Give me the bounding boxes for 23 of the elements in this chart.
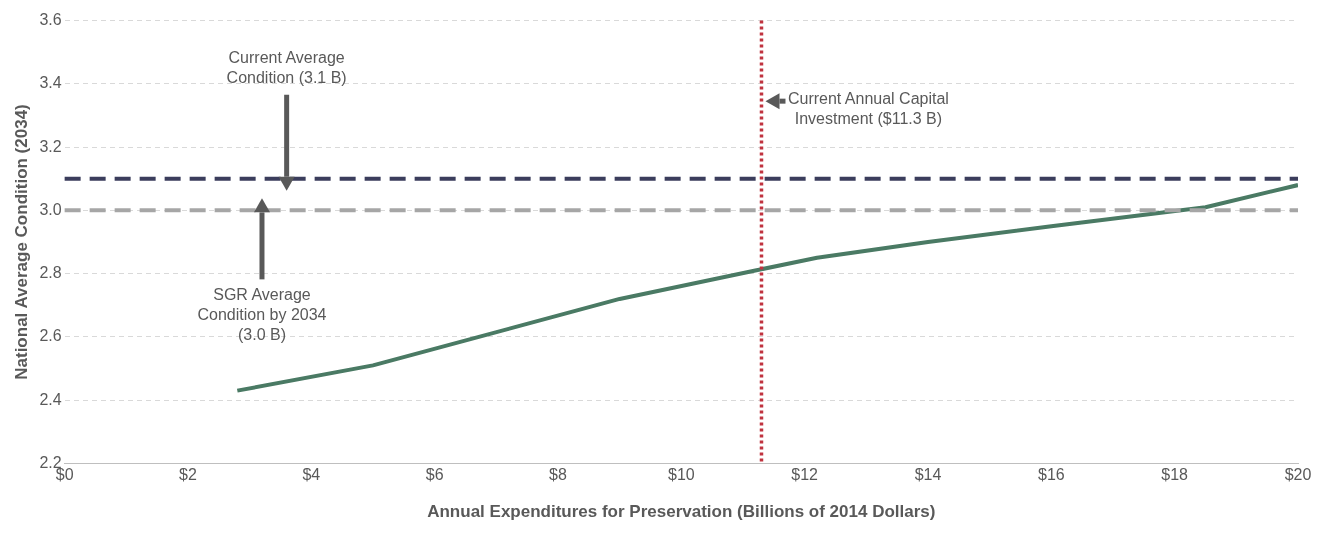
x-tick-label: $12: [791, 466, 819, 484]
x-tick-label: $14: [914, 466, 942, 484]
y-axis-title: National Average Condition (2034): [11, 104, 31, 380]
x-tick-label: $0: [55, 466, 74, 484]
ref-line-label: Current Average Condition (3.1 B): [226, 49, 347, 87]
y-tick-label: 3.0: [39, 200, 62, 218]
y-tick-label: 3.4: [39, 74, 62, 92]
ref-line-label: Current Annual Capital Investment ($11.3 B): [787, 89, 949, 127]
y-tick-label: 2.8: [39, 264, 62, 282]
y-tick-label: 2.4: [39, 390, 62, 408]
x-tick-label: $18: [1161, 466, 1189, 484]
y-tick-label: 3.2: [39, 137, 62, 155]
x-tick-label: $2: [179, 466, 197, 484]
y-tick-label: 2.6: [39, 327, 62, 345]
x-tick-label: $10: [667, 466, 695, 484]
x-axis-title: Annual Expenditures for Preservation (Billions of 2014 Dollars): [427, 502, 936, 522]
x-tick-label: $16: [1037, 466, 1065, 484]
x-tick-label: $4: [302, 466, 321, 484]
x-tick-label: $8: [549, 466, 567, 484]
x-tick-label: $20: [1284, 466, 1312, 484]
x-tick-label: $6: [425, 466, 444, 484]
ref-line-label: SGR Average Condition by 2034 (3.0 B): [197, 285, 327, 343]
y-tick-label: 3.6: [39, 11, 62, 29]
